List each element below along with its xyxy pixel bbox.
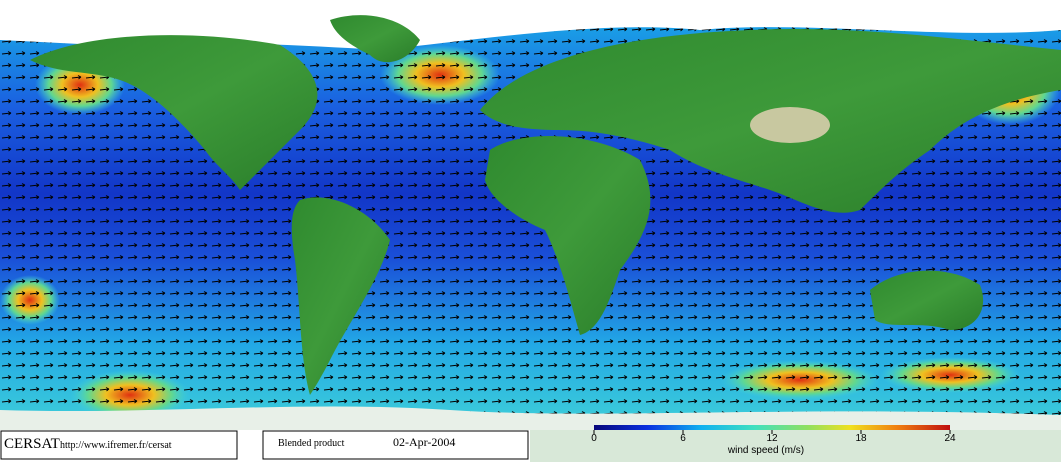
colorbar-label: wind speed (m/s) <box>727 445 804 456</box>
colorbar-tick-label: 24 <box>944 433 956 444</box>
antarctica <box>0 406 1061 430</box>
date: 02-Apr-2004 <box>393 435 455 449</box>
australia <box>870 270 984 330</box>
colorbar-tick-label: 18 <box>855 433 867 444</box>
colorbar-tick-label: 0 <box>591 433 597 444</box>
arctic-ice <box>0 0 1061 50</box>
product-box <box>262 430 529 460</box>
colorbar <box>594 425 950 430</box>
brand: CERSAT <box>4 436 60 452</box>
colorbar-tick-label: 6 <box>680 433 686 444</box>
africa <box>485 136 651 335</box>
url: http://www.ifremer.fr/cersat <box>60 440 172 451</box>
south-america <box>291 197 390 395</box>
footer-ice <box>530 430 1061 462</box>
north-america <box>30 35 318 190</box>
colorbar-tick-label: 12 <box>766 433 778 444</box>
product: Blended product <box>278 438 345 449</box>
map-layer <box>0 0 1061 430</box>
credit-box <box>0 430 238 460</box>
plateau <box>750 107 830 143</box>
footer: CERSAT http://www.ifremer.fr/cersat Blen… <box>0 425 1061 462</box>
greenland <box>330 15 420 63</box>
